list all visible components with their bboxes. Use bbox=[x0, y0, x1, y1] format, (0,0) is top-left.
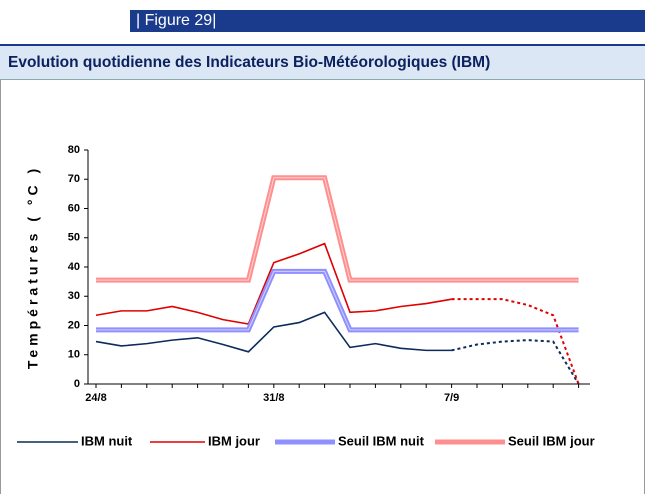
legend-label: IBM jour bbox=[208, 433, 260, 448]
figure-label: | Figure 29| bbox=[130, 10, 645, 32]
y-tick-label: 50 bbox=[68, 232, 80, 244]
series-line bbox=[95, 242, 452, 325]
x-tick-label: 31/8 bbox=[263, 392, 284, 404]
y-tick-label: 30 bbox=[68, 290, 80, 302]
y-tick-label: 70 bbox=[68, 173, 80, 185]
y-tick-label: 10 bbox=[68, 349, 80, 361]
series-line-forecast bbox=[451, 339, 580, 385]
y-tick-label: 0 bbox=[74, 378, 80, 390]
y-axis-label: Températures ( °C ) bbox=[25, 165, 41, 369]
legend-label: Seuil IBM jour bbox=[508, 433, 595, 448]
x-tick-label: 24/8 bbox=[85, 392, 106, 404]
threshold-line-core bbox=[96, 177, 579, 281]
threshold-line-core bbox=[96, 270, 579, 331]
series-line-forecast bbox=[451, 298, 580, 385]
legend-label: Seuil IBM nuit bbox=[338, 433, 425, 448]
legend-label: IBM nuit bbox=[81, 433, 133, 448]
x-tick-label: 7/9 bbox=[444, 392, 459, 404]
y-tick-label: 80 bbox=[68, 144, 80, 156]
chart-title: Evolution quotidienne des Indicateurs Bi… bbox=[0, 44, 645, 80]
series-line bbox=[95, 311, 452, 353]
y-tick-label: 20 bbox=[68, 319, 80, 331]
y-tick-label: 40 bbox=[68, 261, 80, 273]
y-tick-label: 60 bbox=[68, 202, 80, 214]
